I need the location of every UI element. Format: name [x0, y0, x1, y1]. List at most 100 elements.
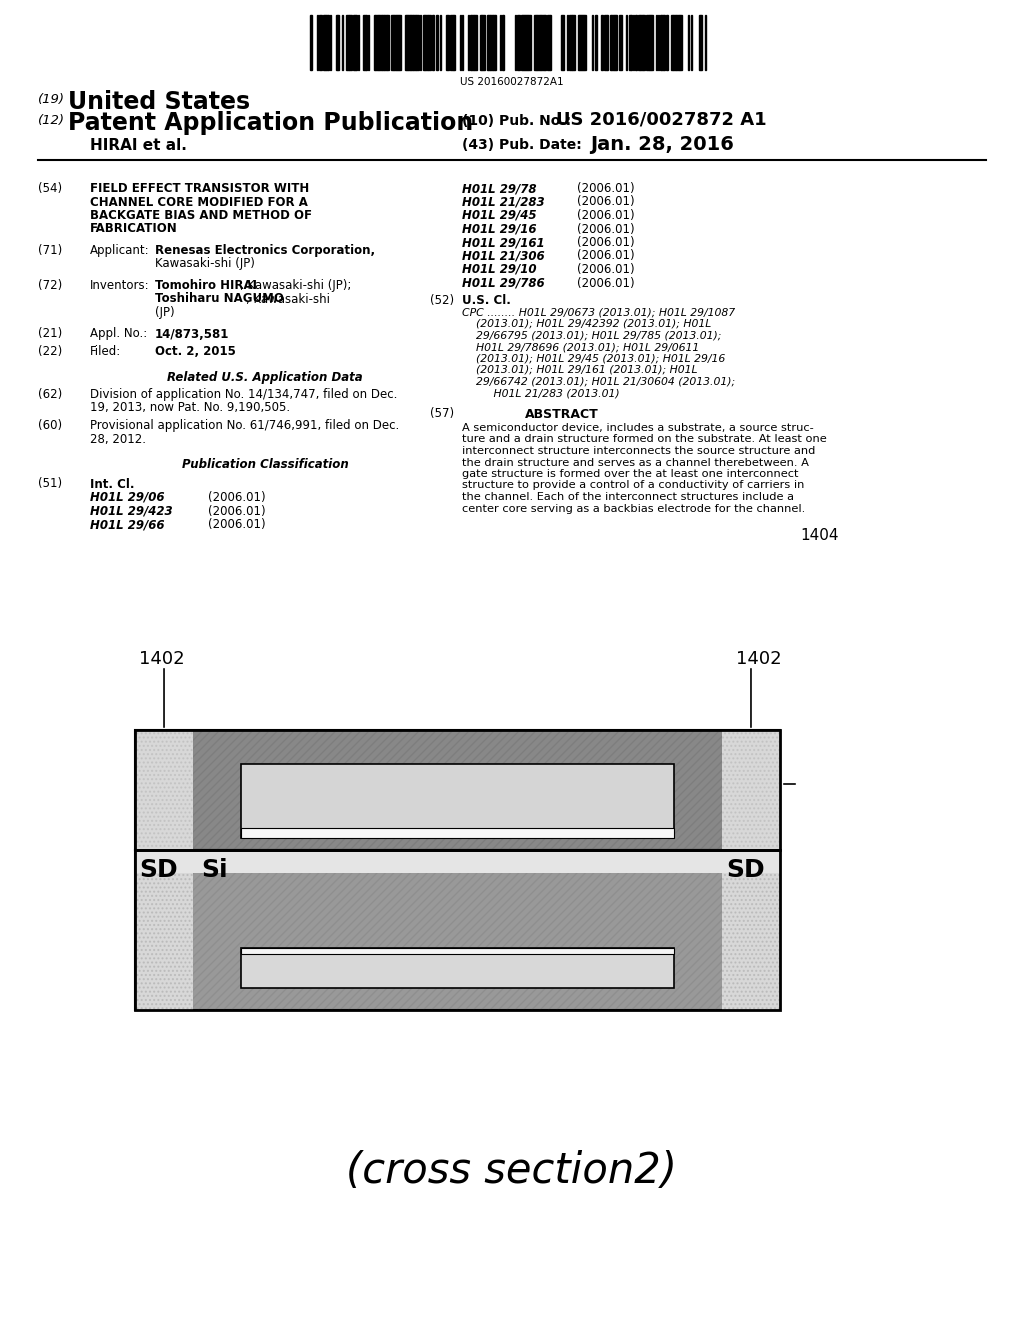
- Bar: [618, 15, 622, 70]
- Bar: [493, 15, 495, 70]
- Bar: [416, 15, 419, 70]
- Text: (2006.01): (2006.01): [577, 209, 635, 222]
- Text: Si: Si: [201, 858, 227, 882]
- Text: H01L 29/66: H01L 29/66: [90, 517, 165, 531]
- Text: Oct. 2, 2015: Oct. 2, 2015: [155, 345, 236, 358]
- Text: Applicant:: Applicant:: [90, 244, 150, 257]
- Text: Tomohiro HIRAI: Tomohiro HIRAI: [155, 279, 257, 292]
- Bar: [135, 730, 194, 850]
- Bar: [676, 15, 679, 70]
- Text: Related U.S. Application Data: Related U.S. Application Data: [167, 371, 362, 384]
- Text: 29/66795 (2013.01); H01L 29/785 (2013.01);: 29/66795 (2013.01); H01L 29/785 (2013.01…: [462, 330, 721, 341]
- Bar: [411, 15, 413, 70]
- Text: the channel. Each of the interconnect structures include a: the channel. Each of the interconnect st…: [462, 492, 794, 502]
- Bar: [643, 15, 645, 70]
- Text: CPC ........ H01L 29/0673 (2013.01); H01L 29/1087: CPC ........ H01L 29/0673 (2013.01); H01…: [462, 308, 735, 318]
- Text: H01L 29/45: H01L 29/45: [462, 209, 537, 222]
- Text: , Kawasaki-shi: , Kawasaki-shi: [246, 293, 330, 305]
- Text: Patent Application Publication: Patent Application Publication: [68, 111, 473, 135]
- Bar: [534, 15, 536, 70]
- Text: (51): (51): [38, 478, 62, 491]
- Text: Publication Classification: Publication Classification: [181, 458, 348, 471]
- Text: 28, 2012.: 28, 2012.: [90, 433, 146, 446]
- Bar: [450, 15, 453, 70]
- Text: HIRAI et al.: HIRAI et al.: [90, 139, 186, 153]
- Text: Int. Cl.: Int. Cl.: [90, 478, 134, 491]
- Text: (2006.01): (2006.01): [577, 276, 635, 289]
- Bar: [387, 15, 389, 70]
- Bar: [490, 15, 493, 70]
- Bar: [326, 15, 328, 70]
- Bar: [362, 15, 366, 70]
- Text: (22): (22): [38, 345, 62, 358]
- Text: the drain structure and serves as a channel therebetween. A: the drain structure and serves as a chan…: [462, 458, 809, 467]
- Text: United States: United States: [68, 90, 250, 114]
- Bar: [408, 15, 410, 70]
- Text: H01L 29/16: H01L 29/16: [462, 223, 537, 235]
- Bar: [611, 15, 614, 70]
- Bar: [446, 15, 449, 70]
- Bar: [638, 15, 640, 70]
- Bar: [242, 763, 674, 838]
- Text: H01L 29/10: H01L 29/10: [462, 263, 537, 276]
- Bar: [135, 850, 780, 1010]
- Bar: [135, 730, 780, 850]
- Bar: [673, 15, 676, 70]
- Bar: [428, 15, 431, 70]
- Text: Jan. 28, 2016: Jan. 28, 2016: [590, 135, 734, 154]
- Bar: [604, 15, 607, 70]
- Bar: [375, 15, 378, 70]
- Text: (21): (21): [38, 327, 62, 341]
- Text: Filed:: Filed:: [90, 345, 121, 358]
- Text: Kawasaki-shi (JP): Kawasaki-shi (JP): [155, 257, 255, 271]
- Text: 1404: 1404: [800, 528, 839, 544]
- Bar: [384, 15, 387, 70]
- Text: (2006.01): (2006.01): [208, 491, 265, 504]
- Bar: [394, 15, 396, 70]
- Bar: [537, 15, 540, 70]
- Text: (2006.01): (2006.01): [577, 263, 635, 276]
- Text: (10) Pub. No.:: (10) Pub. No.:: [462, 114, 571, 128]
- Bar: [640, 15, 643, 70]
- Text: (62): (62): [38, 388, 62, 401]
- Text: U.S. Cl.: U.S. Cl.: [462, 294, 511, 308]
- Bar: [310, 15, 710, 70]
- Text: H01L 29/423: H01L 29/423: [90, 504, 173, 517]
- Text: (2006.01): (2006.01): [577, 195, 635, 209]
- Bar: [722, 850, 780, 1010]
- Bar: [242, 948, 674, 954]
- Bar: [572, 15, 575, 70]
- Text: CHANNEL CORE MODIFIED FOR A: CHANNEL CORE MODIFIED FOR A: [90, 195, 308, 209]
- Text: SD: SD: [139, 858, 177, 882]
- Text: A semiconductor device, includes a substrate, a source struc-: A semiconductor device, includes a subst…: [462, 422, 814, 433]
- Bar: [662, 15, 664, 70]
- Bar: [482, 15, 485, 70]
- Text: 1402: 1402: [736, 649, 781, 668]
- Text: (12): (12): [38, 114, 65, 127]
- Bar: [379, 15, 382, 70]
- Text: (JP): (JP): [155, 306, 175, 319]
- Text: H01L 29/78696 (2013.01); H01L 29/0611: H01L 29/78696 (2013.01); H01L 29/0611: [462, 342, 699, 352]
- Text: 19, 2013, now Pat. No. 9,190,505.: 19, 2013, now Pat. No. 9,190,505.: [90, 401, 290, 414]
- Text: center core serving as a backbias electrode for the channel.: center core serving as a backbias electr…: [462, 503, 805, 513]
- Bar: [135, 850, 780, 874]
- Bar: [547, 15, 550, 70]
- Bar: [319, 15, 322, 70]
- Bar: [569, 15, 572, 70]
- Text: ture and a drain structure formed on the substrate. At least one: ture and a drain structure formed on the…: [462, 434, 826, 445]
- Text: H01L 29/161: H01L 29/161: [462, 236, 545, 249]
- Bar: [722, 730, 780, 850]
- Text: Renesas Electronics Corporation,: Renesas Electronics Corporation,: [155, 244, 375, 257]
- Bar: [561, 15, 564, 70]
- Bar: [646, 15, 649, 70]
- Bar: [651, 15, 653, 70]
- Text: SD: SD: [726, 858, 765, 882]
- Bar: [629, 15, 631, 70]
- Text: FIELD EFFECT TRANSISTOR WITH: FIELD EFFECT TRANSISTOR WITH: [90, 182, 309, 195]
- Text: (60): (60): [38, 418, 62, 432]
- Text: BACKGATE BIAS AND METHOD OF: BACKGATE BIAS AND METHOD OF: [90, 209, 312, 222]
- Text: 1402: 1402: [139, 649, 184, 668]
- Text: Division of application No. 14/134,747, filed on Dec.: Division of application No. 14/134,747, …: [90, 388, 397, 401]
- Text: (2006.01): (2006.01): [577, 236, 635, 249]
- Text: (cross section2): (cross section2): [346, 1150, 678, 1192]
